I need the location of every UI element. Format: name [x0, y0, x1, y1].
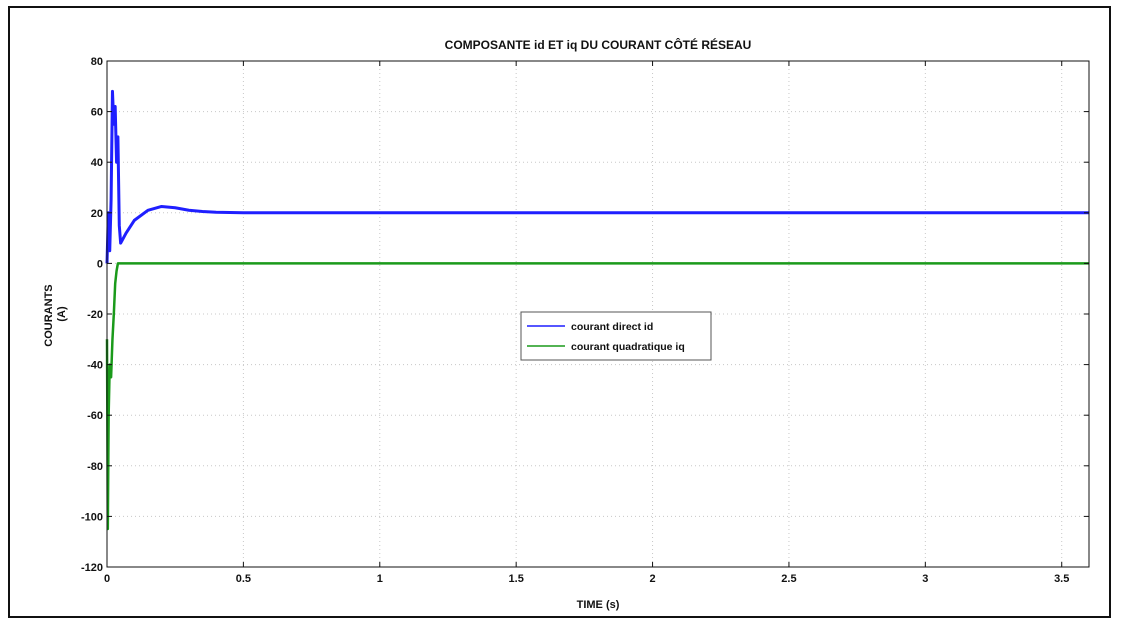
- y-tick-label: 0: [97, 258, 103, 270]
- x-tick-label: 2: [649, 573, 655, 585]
- legend-box: [520, 311, 712, 361]
- y-tick-label: -80: [87, 461, 103, 473]
- y-tick-label: -40: [87, 360, 103, 372]
- ticks: 0 0.5 1 1.5 2 2.5 3 3.5 -120 -100 -80 -60 -40 -20 0 20 4…: [81, 56, 1089, 585]
- x-tick-label: 0.5: [236, 573, 251, 585]
- series-layer: [105, 89, 1089, 531]
- x-tick-label: 1.5: [509, 573, 524, 585]
- x-tick-label: 2.5: [781, 573, 796, 585]
- y-axis-label: COURANTS (A): [43, 281, 68, 346]
- y-tick-label: 20: [91, 208, 103, 220]
- y-tick-label: -120: [81, 562, 103, 574]
- x-tick-label: 3.5: [1054, 573, 1069, 585]
- y-tick-label: 80: [91, 56, 103, 68]
- y-tick-label: -60: [87, 410, 103, 422]
- legend: courant direct id courant quadratique iq: [520, 311, 712, 361]
- legend-entry: courant direct id: [571, 321, 653, 333]
- y-tick-label: 40: [91, 157, 103, 169]
- x-tick-label: 1: [377, 573, 383, 585]
- y-tick-label: -100: [81, 511, 103, 523]
- y-axis-label-line1: COURANTS: [43, 284, 55, 346]
- x-tick-label: 3: [922, 573, 928, 585]
- legend-entry: courant quadratique iq: [571, 341, 685, 353]
- x-tick-label: 0: [104, 573, 110, 585]
- series-line-id: [105, 89, 1089, 264]
- y-axis-label-line2: (A): [56, 306, 68, 322]
- y-tick-label: 60: [91, 107, 103, 119]
- y-tick-label: -20: [87, 309, 103, 321]
- x-axis-label: TIME (s): [577, 599, 620, 611]
- chart-title: COMPOSANTE id ET iq DU COURANT CÔTÉ RÉSE…: [445, 37, 752, 52]
- series-line-iq: [105, 262, 1089, 531]
